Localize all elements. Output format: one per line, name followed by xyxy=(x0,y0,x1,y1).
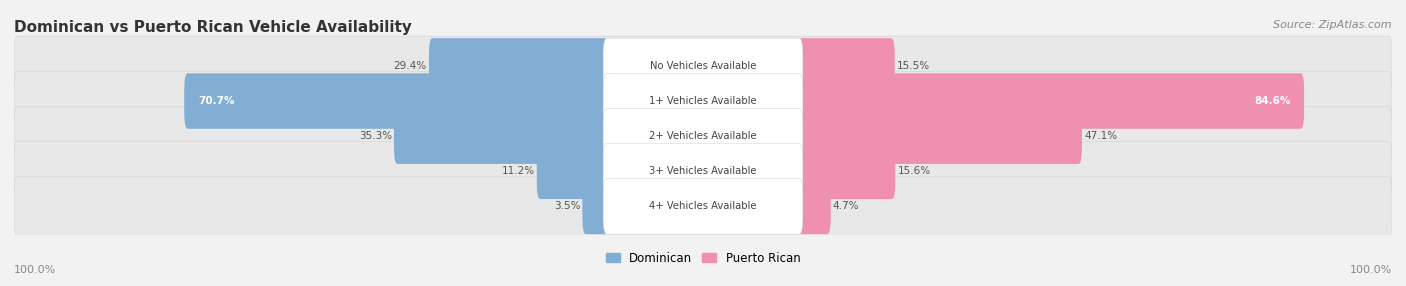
FancyBboxPatch shape xyxy=(796,144,896,199)
FancyBboxPatch shape xyxy=(603,73,803,129)
FancyBboxPatch shape xyxy=(14,71,1392,131)
Legend: Dominican, Puerto Rican: Dominican, Puerto Rican xyxy=(606,252,800,265)
FancyBboxPatch shape xyxy=(796,38,894,94)
FancyBboxPatch shape xyxy=(582,179,610,234)
Text: 100.0%: 100.0% xyxy=(14,265,56,275)
Text: 29.4%: 29.4% xyxy=(394,61,427,71)
Text: 15.5%: 15.5% xyxy=(897,61,929,71)
Text: 84.6%: 84.6% xyxy=(1254,96,1291,106)
Text: No Vehicles Available: No Vehicles Available xyxy=(650,61,756,71)
FancyBboxPatch shape xyxy=(796,108,1083,164)
Text: 2+ Vehicles Available: 2+ Vehicles Available xyxy=(650,131,756,141)
FancyBboxPatch shape xyxy=(429,38,610,94)
FancyBboxPatch shape xyxy=(394,108,610,164)
FancyBboxPatch shape xyxy=(603,179,803,234)
FancyBboxPatch shape xyxy=(537,144,610,199)
Text: 4.7%: 4.7% xyxy=(832,201,859,211)
FancyBboxPatch shape xyxy=(603,144,803,199)
Text: 3.5%: 3.5% xyxy=(554,201,581,211)
FancyBboxPatch shape xyxy=(796,73,1305,129)
FancyBboxPatch shape xyxy=(796,179,831,234)
Text: Dominican vs Puerto Rican Vehicle Availability: Dominican vs Puerto Rican Vehicle Availa… xyxy=(14,20,412,35)
FancyBboxPatch shape xyxy=(14,142,1392,201)
FancyBboxPatch shape xyxy=(603,108,803,164)
FancyBboxPatch shape xyxy=(184,73,610,129)
Text: 4+ Vehicles Available: 4+ Vehicles Available xyxy=(650,201,756,211)
Text: 100.0%: 100.0% xyxy=(1350,265,1392,275)
FancyBboxPatch shape xyxy=(14,176,1392,236)
FancyBboxPatch shape xyxy=(14,36,1392,96)
Text: 70.7%: 70.7% xyxy=(198,96,235,106)
Text: 3+ Vehicles Available: 3+ Vehicles Available xyxy=(650,166,756,176)
Text: 35.3%: 35.3% xyxy=(359,131,392,141)
Text: 15.6%: 15.6% xyxy=(897,166,931,176)
Text: 1+ Vehicles Available: 1+ Vehicles Available xyxy=(650,96,756,106)
Text: 47.1%: 47.1% xyxy=(1084,131,1118,141)
Text: Source: ZipAtlas.com: Source: ZipAtlas.com xyxy=(1274,20,1392,30)
Text: 11.2%: 11.2% xyxy=(502,166,534,176)
FancyBboxPatch shape xyxy=(14,106,1392,166)
FancyBboxPatch shape xyxy=(603,38,803,94)
